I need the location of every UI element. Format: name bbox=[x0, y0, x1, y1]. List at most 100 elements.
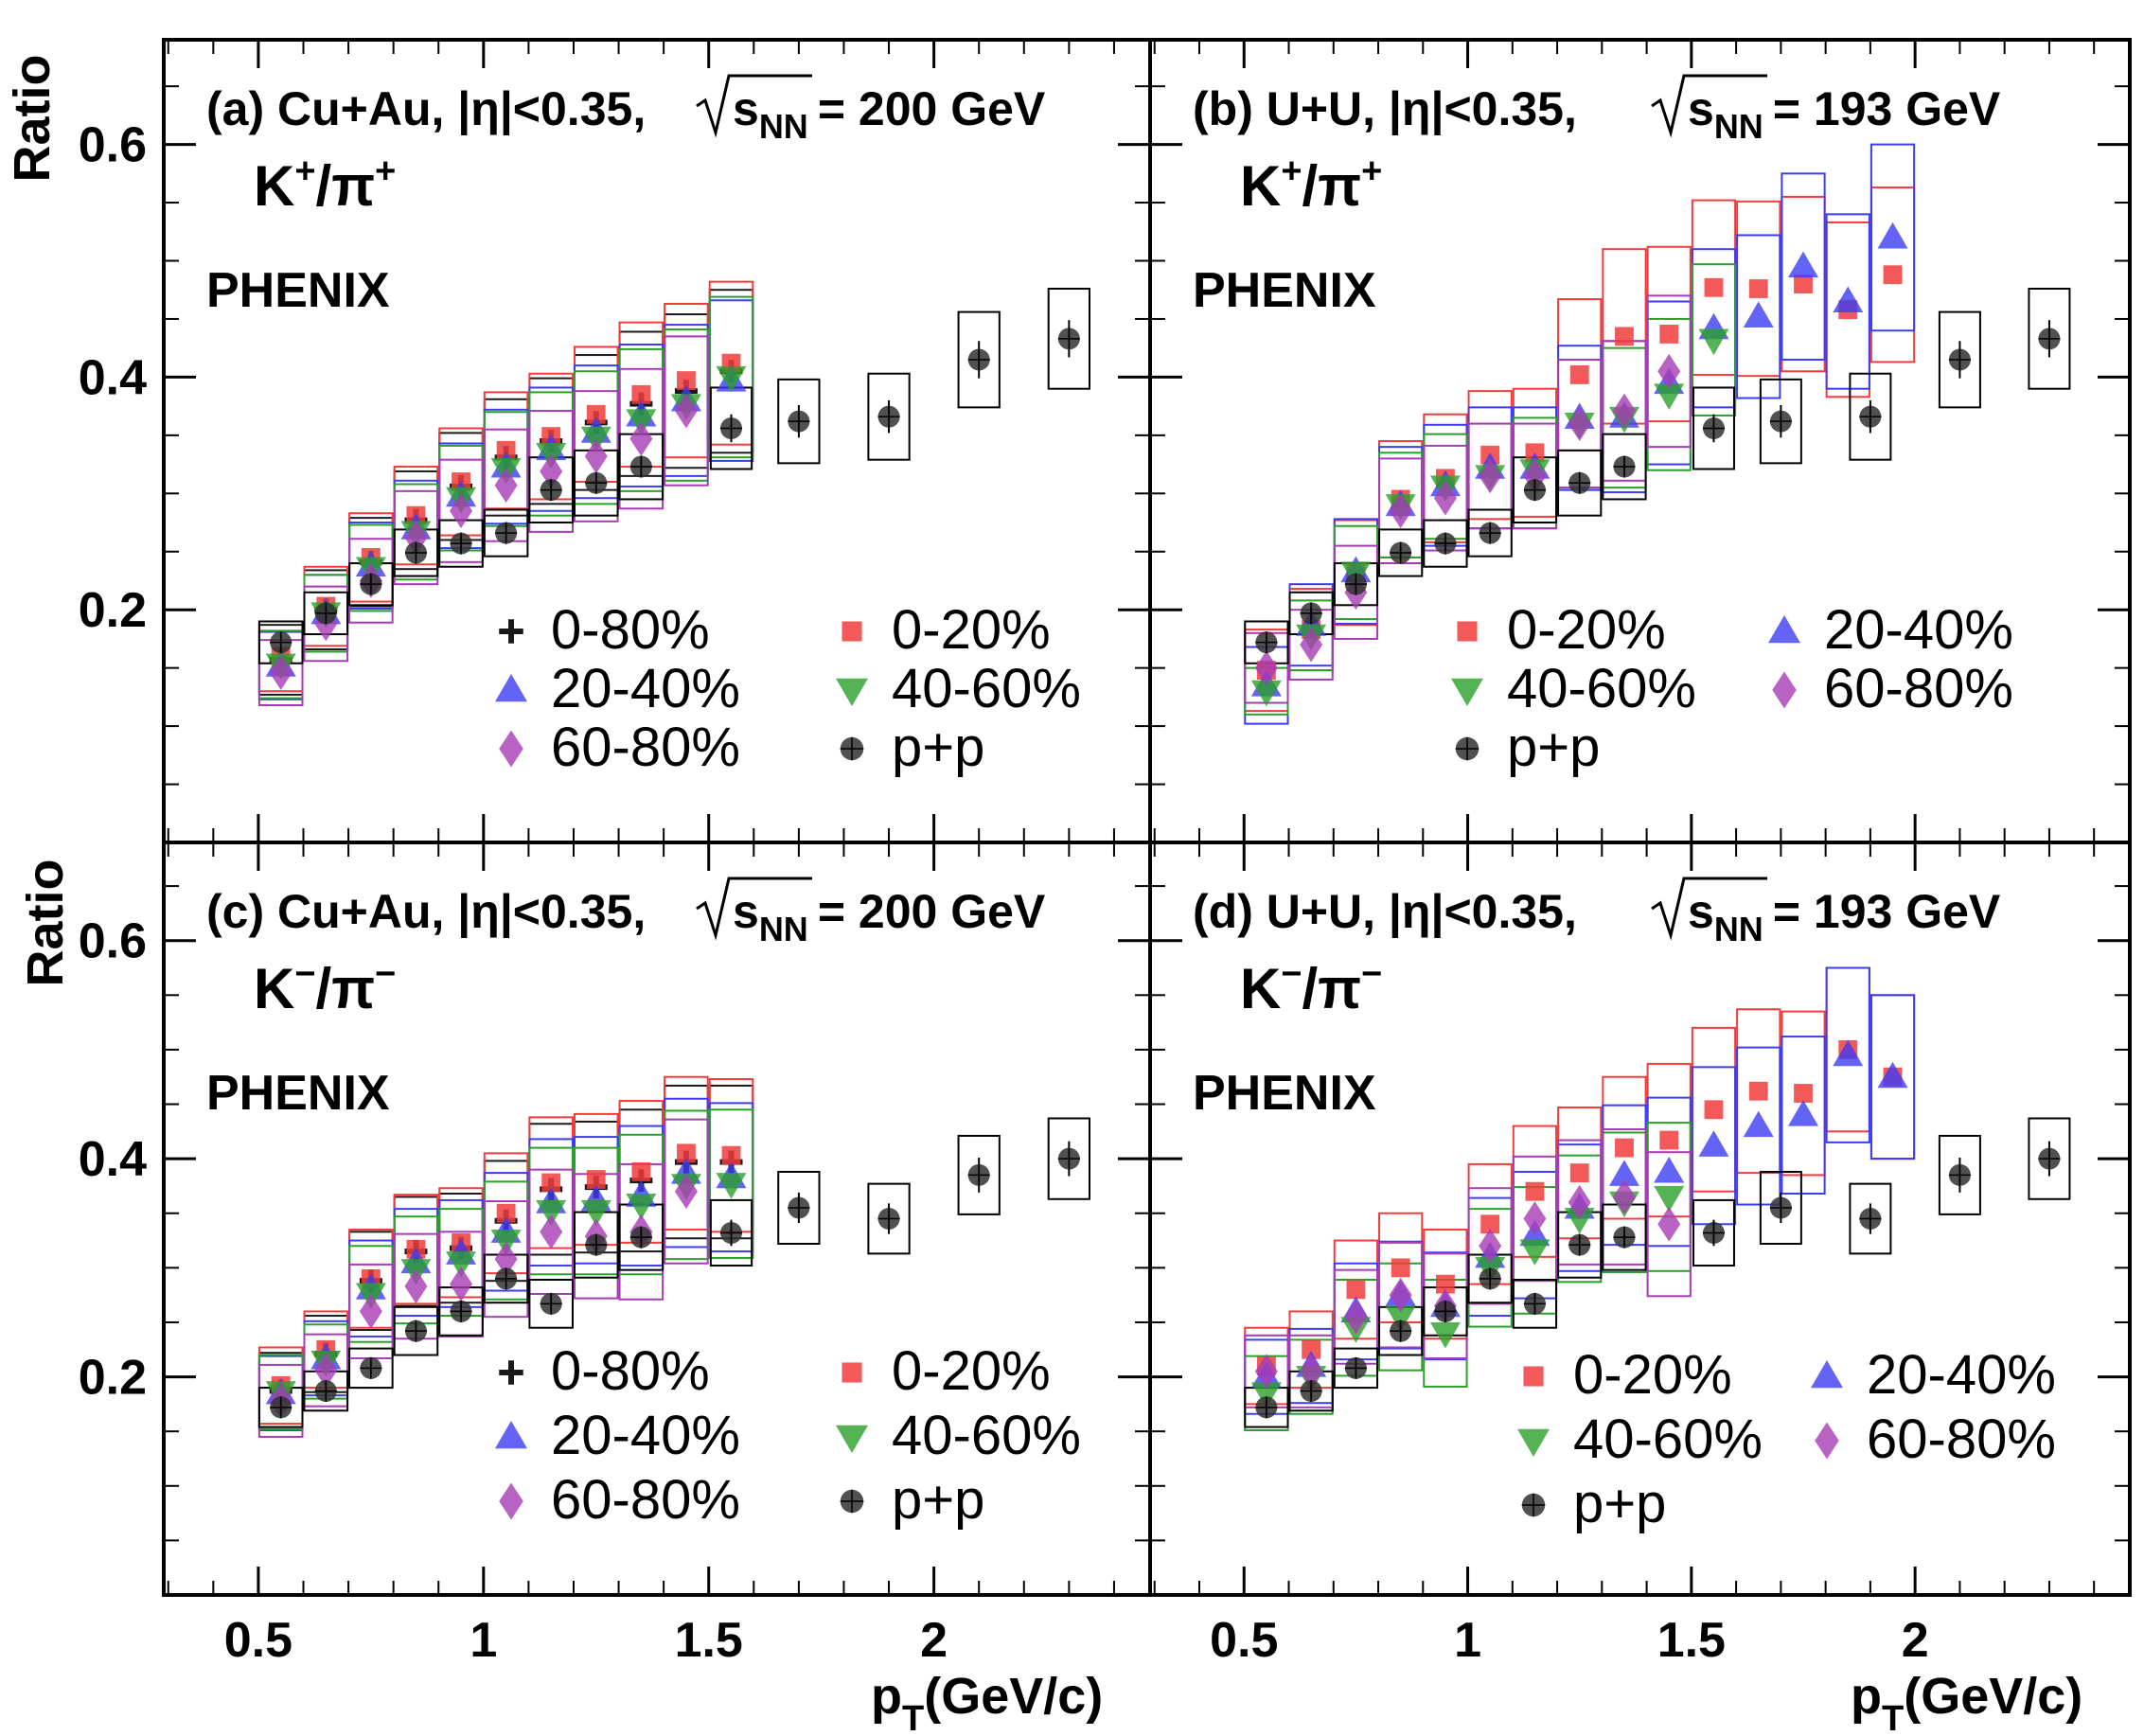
energy-value: = 200 GeV bbox=[818, 885, 1046, 938]
syst-box-pp bbox=[393, 1305, 439, 1356]
point-40-60 bbox=[1654, 1185, 1685, 1213]
legend-entry-pp: p+p bbox=[840, 1469, 984, 1531]
ratio-pi-sup: + bbox=[1361, 151, 1382, 191]
energy-label: sNN = 193 GeV bbox=[1688, 885, 2001, 948]
point-pp bbox=[1568, 471, 1591, 494]
point-pp bbox=[719, 1221, 743, 1244]
point-pp bbox=[1859, 1207, 1882, 1231]
legend-label: 60-80% bbox=[551, 1469, 740, 1531]
series-pp bbox=[1255, 320, 2061, 654]
point-pp bbox=[1948, 348, 1971, 371]
ratio-k-sup: + bbox=[1281, 151, 1302, 191]
point-pp bbox=[1344, 1356, 1367, 1379]
syst-box-pp bbox=[1849, 1182, 1892, 1255]
point-pp bbox=[1702, 1221, 1725, 1244]
legend-label: p+p bbox=[1507, 717, 1600, 778]
point-60-80 bbox=[1568, 1184, 1591, 1220]
legend-marker-40-60 bbox=[836, 1425, 868, 1453]
point-0-20 bbox=[631, 1162, 651, 1181]
panel-title-system: (a) Cu+Au, |η|<0.35, bbox=[206, 82, 646, 136]
point-pp bbox=[967, 348, 990, 371]
panel-a: 0.2 0.4 0.6 (a) Cu+Au, |η|<0.35, sNN = 200 Ge… bbox=[79, 38, 1152, 844]
point-pp bbox=[404, 541, 427, 564]
syst-box-20-40 bbox=[1869, 994, 1916, 1160]
panel-title: (c) Cu+Au, |η|<0.35, bbox=[206, 885, 646, 939]
legend-entry-20-40: 20-40% bbox=[495, 1405, 740, 1466]
point-0-20 bbox=[496, 1203, 516, 1223]
point-0-20 bbox=[1659, 325, 1679, 344]
systematic-boxes bbox=[257, 280, 1091, 706]
x-axis-label-sub: T bbox=[902, 1699, 924, 1736]
point-60-80 bbox=[404, 1268, 428, 1304]
point-60-80 bbox=[1523, 1201, 1547, 1236]
syst-box-pp bbox=[1692, 386, 1735, 470]
ratio-pi: /π bbox=[1302, 154, 1362, 218]
point-60-80 bbox=[629, 421, 653, 456]
legend-entry-60-80: 60-80% bbox=[1815, 1408, 2056, 1470]
syst-box-pp bbox=[1423, 519, 1468, 568]
point-0-20 bbox=[586, 404, 606, 424]
syst-box-pp bbox=[709, 1198, 753, 1267]
ratio-pi-sup: − bbox=[375, 954, 396, 994]
point-20-40 bbox=[1743, 301, 1774, 328]
syst-box-60-80 bbox=[664, 335, 709, 487]
legend-label: 20-40% bbox=[551, 658, 740, 719]
point-pp bbox=[314, 1380, 337, 1403]
legend-entry-0-20: 0-20% bbox=[1523, 1344, 1732, 1406]
legend-entry-0-20: 0-20% bbox=[842, 1340, 1051, 1402]
legend-entry-40-60: 40-60% bbox=[1517, 1408, 1763, 1470]
point-60-80 bbox=[494, 1241, 518, 1277]
legend-entry-pp: p+p bbox=[1455, 717, 1600, 778]
point-pp bbox=[1479, 522, 1501, 544]
point-pp bbox=[585, 1233, 608, 1256]
point-pp bbox=[1057, 1147, 1080, 1170]
point-60-80 bbox=[269, 655, 292, 690]
legend-marker-pp bbox=[840, 736, 864, 761]
syst-box-60-80 bbox=[1378, 1241, 1424, 1349]
svg-text:pT(GeV/c): pT(GeV/c) bbox=[1851, 1668, 2082, 1736]
syst-box-pp bbox=[1047, 1117, 1091, 1200]
sqrt-s-sub: NN bbox=[759, 107, 808, 146]
x-tick-label: 1.5 bbox=[675, 1613, 743, 1668]
syst-box-pp bbox=[1759, 378, 1802, 465]
syst-box-pp bbox=[348, 1347, 394, 1390]
legend-label: 40-60% bbox=[892, 1405, 1081, 1466]
point-pp bbox=[1523, 479, 1546, 502]
syst-box-pp bbox=[777, 378, 821, 465]
sqrt-s-sub: NN bbox=[1714, 910, 1763, 948]
legend-label: 40-60% bbox=[1507, 658, 1696, 719]
point-pp bbox=[360, 573, 382, 595]
point-0-20 bbox=[1302, 1339, 1321, 1359]
ratio-pi: /π bbox=[1302, 957, 1362, 1020]
syst-box-40-60 bbox=[708, 295, 754, 459]
point-40-60 bbox=[1385, 1305, 1416, 1333]
syst-box-60-80 bbox=[438, 1231, 484, 1337]
point-pp bbox=[1613, 455, 1636, 478]
sqrt-s: s bbox=[733, 885, 759, 938]
syst-box-pp bbox=[1333, 1347, 1379, 1390]
point-60-80 bbox=[1568, 406, 1591, 441]
legend: 0-80% 0-20% 20-40% 40-60% 60-80% p+p bbox=[495, 599, 1081, 778]
point-60-80 bbox=[1254, 650, 1278, 686]
point-0-20 bbox=[1748, 1081, 1768, 1101]
syst-box-pp bbox=[1759, 1170, 1802, 1246]
point-0-20 bbox=[1435, 1274, 1455, 1294]
syst-box-20-40 bbox=[1781, 172, 1826, 361]
legend-label: 0-80% bbox=[551, 1340, 710, 1402]
syst-box-60-80 bbox=[1557, 1139, 1603, 1266]
panel-title: (a) Cu+Au, |η|<0.35, bbox=[206, 82, 646, 136]
point-60-80 bbox=[1300, 1354, 1323, 1390]
x-tick-label: 0.5 bbox=[1210, 1613, 1278, 1668]
legend-marker-20-40 bbox=[1811, 1360, 1843, 1389]
ratio-label: K+/π+ bbox=[1240, 151, 1382, 218]
legend-label: 0-20% bbox=[1573, 1344, 1732, 1406]
legend-label: p+p bbox=[1573, 1473, 1666, 1534]
ratio-k: K bbox=[1240, 154, 1281, 218]
legend-marker-60-80 bbox=[499, 1482, 523, 1520]
panel-d: (d) U+U, |η|<0.35, sNN = 193 GeVK−/π−PHENI… bbox=[1148, 841, 2132, 1597]
ratio-pi: /π bbox=[316, 154, 376, 218]
syst-box-pp bbox=[1938, 310, 1981, 409]
x-tick-labels-right: 0.5 1 1.5 2 bbox=[1210, 1613, 1929, 1668]
point-pp bbox=[788, 1196, 810, 1219]
sqrt-sign bbox=[1651, 877, 1767, 941]
